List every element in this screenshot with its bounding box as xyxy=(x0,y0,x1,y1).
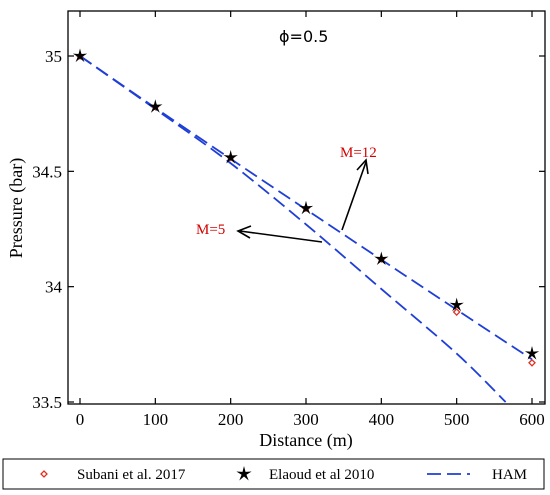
elaoud-point xyxy=(524,346,540,360)
x-axis-ticks xyxy=(79,11,533,404)
legend-ham-label: HAM xyxy=(492,467,527,483)
elaoud-point xyxy=(72,48,88,63)
subani-point xyxy=(528,358,536,367)
x-axis-title: Distance (m) xyxy=(259,430,352,451)
x-axis-tick-labels: 0 100 200 300 400 500 600 xyxy=(76,410,545,429)
x-tick-label: 0 xyxy=(76,410,85,429)
elaoud-point xyxy=(374,251,389,266)
x-tick-label: 300 xyxy=(293,410,319,429)
elaoud-point xyxy=(449,297,464,312)
data-markers xyxy=(72,48,540,367)
x-tick-label: 100 xyxy=(143,410,169,429)
x-tick-label: 500 xyxy=(444,410,470,429)
legend-elaoud-label: Elaoud et al 2010 xyxy=(269,467,374,483)
x-tick-label: 200 xyxy=(218,410,244,429)
m12-arrow xyxy=(341,158,369,231)
y-axis-tick-labels: 33.5 34 34.5 35 xyxy=(32,47,62,412)
subani-point xyxy=(452,308,461,316)
elaoud-point xyxy=(298,200,314,215)
legend-elaoud-marker xyxy=(236,466,252,481)
legend-subani-label: Subani et al. 2017 xyxy=(77,467,186,483)
x-tick-label: 600 xyxy=(519,410,545,429)
x-tick-label: 400 xyxy=(369,410,395,429)
y-axis-title: Pressure (bar) xyxy=(6,158,27,258)
y-tick-label: 35 xyxy=(45,47,62,66)
y-tick-label: 33.5 xyxy=(32,393,62,412)
y-tick-label: 34 xyxy=(45,278,63,297)
m5-arrow xyxy=(236,225,323,243)
y-tick-label: 34.5 xyxy=(32,162,62,181)
elaoud-point xyxy=(148,99,163,113)
m5-annotation: M=5 xyxy=(196,222,225,238)
legend: Subani et al. 2017 Elaoud et al 2010 HAM xyxy=(2,458,545,490)
legend-subani-marker xyxy=(40,470,48,478)
elaoud-point xyxy=(223,149,238,164)
m12-annotation: M=12 xyxy=(340,145,377,161)
y-axis-ticks xyxy=(68,55,545,403)
phi-annotation: ϕ=0.5 xyxy=(279,27,328,46)
